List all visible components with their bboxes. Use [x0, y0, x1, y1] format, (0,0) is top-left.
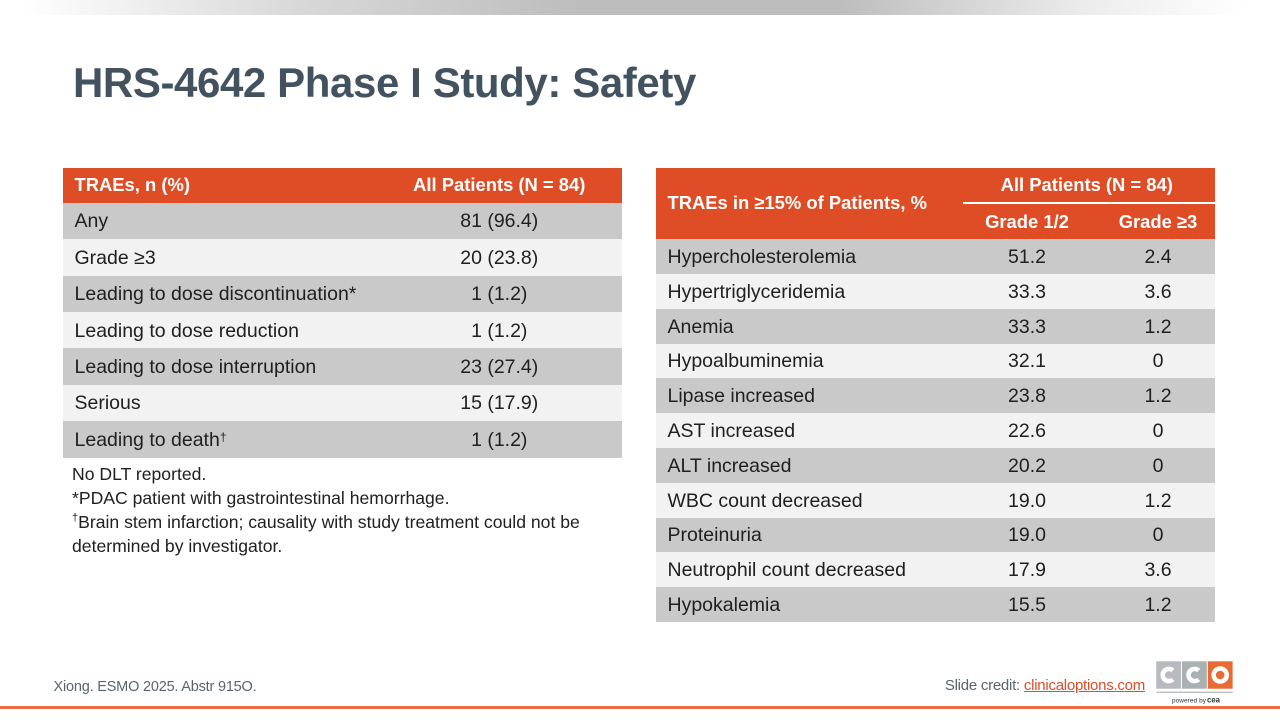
svg-text:powered by: powered by: [1172, 697, 1207, 704]
svg-text:cea: cea: [1207, 695, 1221, 704]
